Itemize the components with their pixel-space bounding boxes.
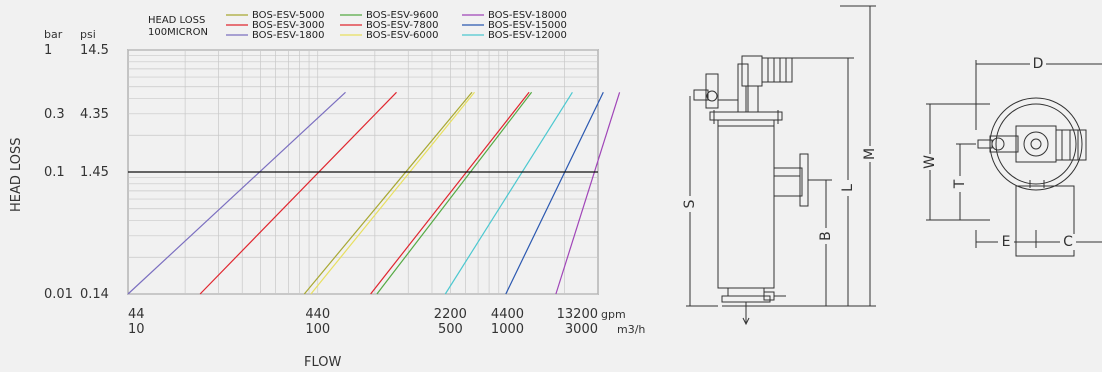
x-axis-title: FLOW xyxy=(304,355,341,370)
plan-view-drawing xyxy=(922,56,1102,257)
series-line-bos-esv-18000 xyxy=(555,92,621,295)
legend-title-1: HEAD LOSS xyxy=(148,15,205,26)
x-tick-m3h-2: 500 xyxy=(438,322,463,337)
legend-label-bos-esv-5000: BOS-ESV-5000 xyxy=(252,10,325,21)
dim-label-E: E xyxy=(1002,234,1011,250)
y-tick-labels: 1 14.5 0.3 4.35 0.1 1.45 0.01 0.14 xyxy=(44,43,109,302)
legend-label-bos-esv-3000: BOS-ESV-3000 xyxy=(252,20,325,31)
x-tick-m3h-1: 100 xyxy=(305,322,330,337)
x-tick-gpm-4: 13200 xyxy=(557,307,598,322)
unit-gpm-label: gpm xyxy=(601,308,626,321)
y-tick-psi-1: 4.35 xyxy=(80,107,109,122)
series-lines xyxy=(127,91,621,295)
x-tick-gpm-1: 440 xyxy=(305,307,330,322)
dim-label-M: M xyxy=(862,148,878,160)
dim-label-C: C xyxy=(1063,234,1073,250)
x-tick-m3h-4: 3000 xyxy=(565,322,598,337)
y-tick-bar-0: 1 xyxy=(44,43,52,58)
series-line-bos-esv-3000 xyxy=(199,91,397,295)
series-line-bos-esv-6000 xyxy=(310,91,475,295)
legend-label-bos-esv-15000: BOS-ESV-15000 xyxy=(488,20,567,31)
y-tick-bar-3: 0.01 xyxy=(44,287,73,302)
series-line-bos-esv-7800 xyxy=(370,91,530,295)
unit-bar-label: bar xyxy=(44,28,63,41)
dim-label-T: T xyxy=(952,179,968,189)
legend-label-bos-esv-6000: BOS-ESV-6000 xyxy=(366,30,439,41)
series-line-bos-esv-15000 xyxy=(505,92,604,295)
dim-label-S: S xyxy=(682,199,698,208)
y-tick-psi-2: 1.45 xyxy=(80,165,109,180)
unit-m3h-label: m3/h xyxy=(617,323,645,336)
series-line-bos-esv-12000 xyxy=(444,91,573,295)
y-tick-psi-3: 0.14 xyxy=(80,287,109,302)
legend-label-bos-esv-1800: BOS-ESV-1800 xyxy=(252,30,325,41)
y-tick-bar-2: 0.1 xyxy=(44,165,65,180)
dim-label-B: B xyxy=(818,231,834,241)
x-tick-m3h-0: 10 xyxy=(128,322,145,337)
x-tick-gpm-2: 2200 xyxy=(434,307,467,322)
dim-label-D: D xyxy=(1033,56,1044,72)
series-line-bos-esv-9600 xyxy=(376,91,533,295)
y-axis-title: HEAD LOSS xyxy=(9,137,24,212)
dim-label-W: W xyxy=(922,155,938,169)
legend-title-2: 100MICRON xyxy=(148,27,208,38)
x-tick-gpm-3: 4400 xyxy=(491,307,524,322)
legend-label-bos-esv-12000: BOS-ESV-12000 xyxy=(488,30,567,41)
filter-dimension-drawings: S B L M D W T E xyxy=(682,5,1102,326)
legend-label-bos-esv-9600: BOS-ESV-9600 xyxy=(366,10,439,21)
series-line-bos-esv-1800 xyxy=(127,91,346,295)
side-elevation-drawing xyxy=(682,5,878,326)
dim-label-L: L xyxy=(840,184,856,192)
legend-label-bos-esv-7800: BOS-ESV-7800 xyxy=(366,20,439,31)
y-tick-bar-1: 0.3 xyxy=(44,107,65,122)
legend: BOS-ESV-5000 BOS-ESV-9600 BOS-ESV-18000BOS… xyxy=(226,10,567,41)
x-tick-gpm-0: 44 xyxy=(128,307,145,322)
unit-psi-label: psi xyxy=(80,28,96,41)
y-tick-psi-0: 14.5 xyxy=(80,43,109,58)
legend-label-bos-esv-18000: BOS-ESV-18000 xyxy=(488,10,567,21)
series-line-bos-esv-5000 xyxy=(303,91,473,295)
x-tick-m3h-3: 1000 xyxy=(491,322,524,337)
